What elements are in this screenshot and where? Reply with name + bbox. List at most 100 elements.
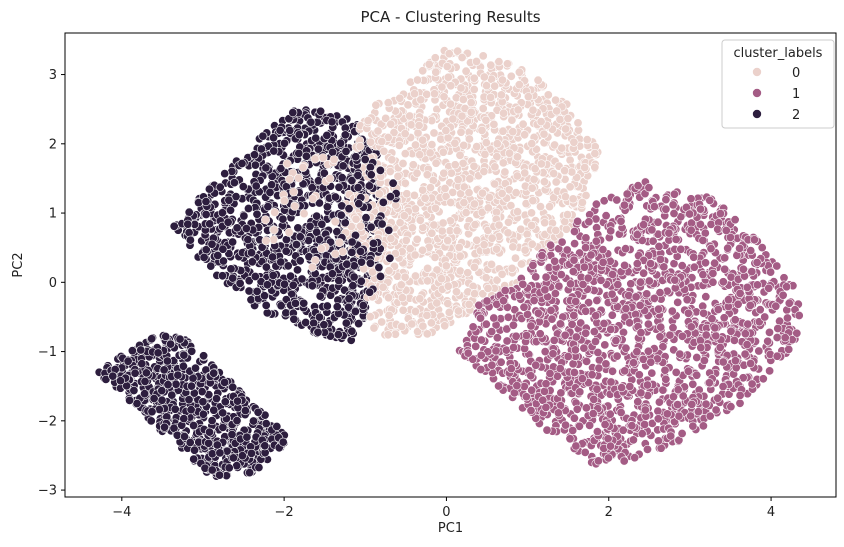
cluster-0-point: [443, 281, 453, 291]
cluster-1-point: [554, 281, 564, 291]
cluster-2-point: [286, 271, 296, 281]
cluster-1-point: [708, 277, 718, 287]
cluster-2-point: [218, 408, 228, 418]
cluster-2-point: [260, 441, 270, 451]
cluster-2-point: [269, 146, 279, 156]
cluster-0-point: [526, 208, 536, 218]
cluster-2-point: [259, 291, 269, 301]
cluster-2-point: [250, 271, 260, 281]
cluster-1-point: [755, 305, 765, 315]
cluster-2-point: [348, 281, 358, 291]
cluster-0-point: [394, 140, 404, 150]
cluster-0-point: [498, 126, 508, 136]
cluster-0-point: [456, 127, 466, 137]
cluster-1-point: [587, 370, 597, 380]
cluster-2-point: [319, 320, 329, 330]
cluster-0-point: [464, 299, 474, 309]
cluster-1-point: [605, 409, 615, 419]
cluster-1-point: [673, 297, 683, 307]
cluster-0-point: [422, 170, 432, 180]
cluster-1-point: [634, 370, 644, 380]
cluster-1-point: [537, 251, 547, 261]
cluster-0-point: [477, 125, 487, 135]
cluster-2-point: [337, 173, 347, 183]
cluster-1-point: [581, 243, 591, 253]
cluster-0-point: [409, 190, 419, 200]
cluster-1-point: [701, 292, 711, 302]
cluster-0-point: [545, 202, 555, 212]
cluster-0-point: [351, 214, 361, 224]
cluster-1-point: [675, 349, 685, 359]
cluster-0-point: [431, 67, 441, 77]
cluster-1-point: [667, 306, 677, 316]
cluster-2-point: [241, 224, 251, 234]
cluster-2-point: [279, 138, 289, 148]
cluster-1-point: [654, 242, 664, 252]
cluster-0-point: [384, 293, 394, 303]
cluster-0-point: [563, 114, 573, 124]
cluster-2-point: [198, 397, 208, 407]
cluster-0-point: [418, 245, 428, 255]
cluster-2-point: [333, 329, 343, 339]
cluster-0-point: [507, 263, 517, 273]
cluster-2-point: [344, 204, 354, 214]
cluster-1-point: [546, 305, 556, 315]
cluster-1-point: [677, 331, 687, 341]
cluster-1-point: [698, 421, 708, 431]
cluster-1-point: [784, 298, 794, 308]
cluster-1-point: [569, 310, 579, 320]
cluster-0-point: [412, 75, 422, 85]
cluster-2-point: [263, 202, 273, 212]
cluster-0-point: [516, 224, 526, 234]
cluster-2-point: [295, 232, 305, 242]
cluster-1-point: [698, 235, 708, 245]
cluster-0-point: [436, 274, 446, 284]
cluster-0-point: [441, 126, 451, 136]
cluster-2-point: [250, 160, 260, 170]
cluster-1-point: [616, 216, 626, 226]
cluster-2-point: [207, 239, 217, 249]
cluster-0-point: [498, 158, 508, 168]
cluster-1-point: [527, 385, 537, 395]
cluster-0-point: [536, 117, 546, 127]
cluster-2-point: [301, 151, 311, 161]
cluster-0-point: [573, 118, 583, 128]
cluster-2-point: [232, 223, 242, 233]
cluster-0-point: [469, 199, 479, 209]
cluster-1-point: [561, 420, 571, 430]
cluster-1-point: [654, 397, 664, 407]
cluster-0-point: [410, 271, 420, 281]
cluster-0-point: [528, 105, 538, 115]
cluster-0-point: [383, 330, 393, 340]
cluster-0-point: [513, 105, 523, 115]
cluster-1-point: [535, 329, 545, 339]
cluster-2-point: [183, 219, 193, 229]
cluster-1-point: [599, 318, 609, 328]
cluster-2-point: [301, 317, 311, 327]
cluster-1-point: [718, 357, 728, 367]
cluster-1-point: [591, 311, 601, 321]
cluster-2-point: [322, 130, 332, 140]
cluster-0-point: [489, 119, 499, 129]
cluster-2-point: [306, 117, 316, 127]
cluster-0-point: [457, 111, 467, 121]
cluster-1-point: [475, 313, 485, 323]
cluster-1-point: [669, 189, 679, 199]
cluster-0-point: [383, 98, 393, 108]
cluster-2-point: [204, 184, 214, 194]
cluster-1-point: [639, 220, 649, 230]
cluster-1-point: [596, 275, 606, 285]
cluster-0-point: [441, 261, 451, 271]
cluster-1-point: [555, 319, 565, 329]
cluster-0-point: [483, 283, 493, 293]
cluster-2-point: [207, 465, 217, 475]
cluster-1-point: [581, 233, 591, 243]
cluster-2-point: [289, 314, 299, 324]
cluster-0-point: [439, 168, 449, 178]
cluster-0-point: [436, 134, 446, 144]
cluster-1-point: [673, 385, 683, 395]
cluster-2-point: [185, 437, 195, 447]
cluster-1-point: [550, 256, 560, 266]
cluster-0-point: [420, 193, 430, 203]
